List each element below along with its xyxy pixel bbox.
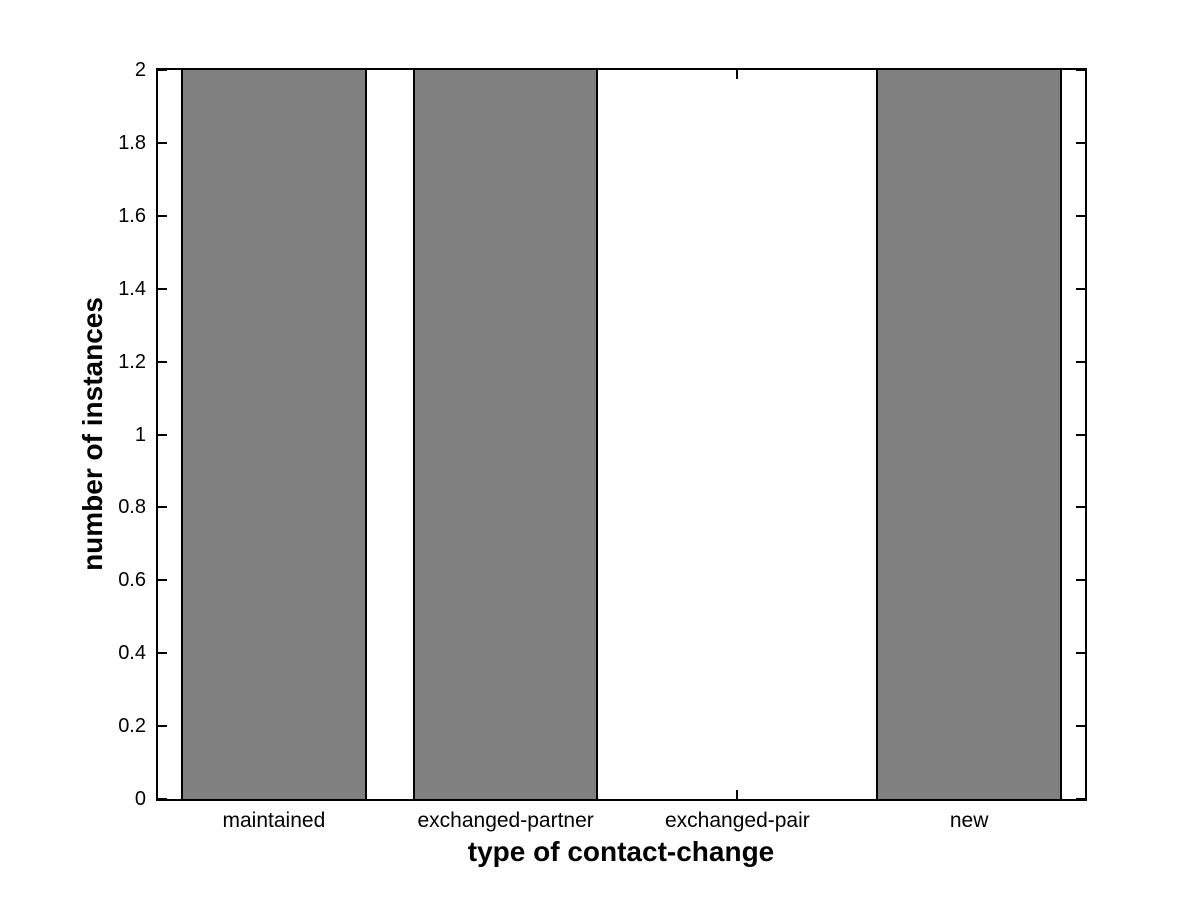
y-tick-right <box>1076 141 1085 144</box>
y-tick-right <box>1076 798 1085 800</box>
y-tick-right <box>1076 287 1085 290</box>
x-tick-label: exchanged-partner <box>417 809 594 832</box>
y-tick-label: 2 <box>134 59 146 81</box>
y-tick-left <box>158 69 167 71</box>
y-tick-left <box>158 725 167 728</box>
y-tick-label: 0.6 <box>118 569 146 592</box>
y-tick-right <box>1076 433 1085 436</box>
y-tick-left <box>158 506 167 509</box>
y-tick-label: 1.2 <box>118 350 146 373</box>
y-tick-left <box>158 652 167 655</box>
y-tick-right <box>1076 579 1085 582</box>
y-tick-right <box>1076 360 1085 363</box>
y-tick-left <box>158 579 167 582</box>
y-tick-right <box>1076 652 1085 655</box>
y-tick-label: 0.8 <box>118 496 146 519</box>
y-tick-left <box>158 214 167 217</box>
y-tick-label: 0.2 <box>118 715 146 738</box>
y-tick-label: 1 <box>134 423 146 446</box>
y-tick-right <box>1076 69 1085 71</box>
x-axis-label: type of contact-change <box>467 836 775 867</box>
x-tick-bottom <box>736 790 739 799</box>
y-tick-right <box>1076 725 1085 728</box>
y-tick-left <box>158 360 167 363</box>
bar-new <box>876 70 1062 799</box>
y-tick-label: 0.4 <box>118 642 146 665</box>
y-tick-left <box>158 287 167 290</box>
y-tick-right <box>1076 506 1085 509</box>
x-tick-label: maintained <box>222 809 326 832</box>
y-tick-right <box>1076 214 1085 217</box>
y-tick-left <box>158 141 167 144</box>
y-tick-label: 1.4 <box>118 277 146 300</box>
y-tick-left <box>158 798 167 800</box>
bar-exchanged-partner <box>412 70 599 799</box>
y-tick-label: 1.8 <box>118 131 146 154</box>
bar-maintained <box>181 70 367 799</box>
y-tick-label: 0 <box>134 788 146 810</box>
y-tick-left <box>158 433 167 436</box>
plot-area <box>156 68 1087 801</box>
x-tick-label: new <box>949 809 989 832</box>
x-tick-top <box>736 70 739 79</box>
x-tick-label: exchanged-pair <box>664 809 810 832</box>
y-tick-label: 1.6 <box>118 204 146 227</box>
